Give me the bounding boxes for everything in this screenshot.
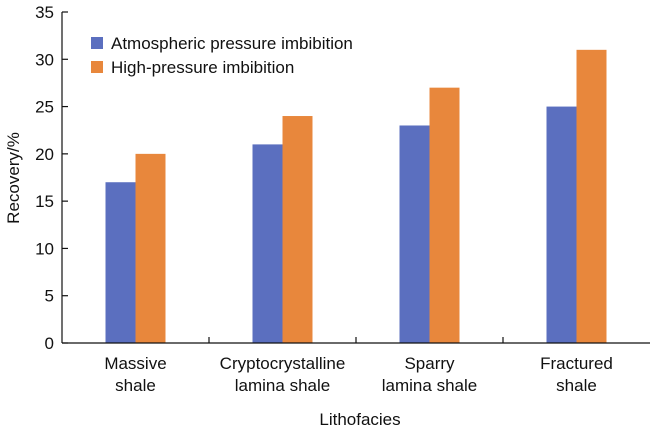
y-tick-label: 0 [45, 334, 54, 353]
x-tick-label: Sparry [404, 354, 455, 373]
x-tick-label: Cryptocrystalline [220, 354, 346, 373]
y-axis: 0 5 10 15 20 25 30 35 [35, 3, 68, 353]
x-axis-title: Lithofacies [319, 410, 400, 429]
y-tick-label: 5 [45, 287, 54, 306]
bar-high-pressure-3 [576, 49, 607, 343]
x-axis: Massive shale Cryptocrystalline lamina shal… [62, 337, 650, 395]
bar-atmospheric-3 [546, 106, 577, 343]
x-tick-label: lamina shale [235, 376, 330, 395]
x-tick-label: Fractured [540, 354, 613, 373]
bar-high-pressure-0 [135, 153, 166, 343]
bar-atmospheric-0 [105, 182, 136, 343]
y-tick-label: 25 [35, 98, 54, 117]
bar-high-pressure-2 [429, 87, 460, 344]
y-tick-label: 15 [35, 192, 54, 211]
x-tick-label: lamina shale [382, 376, 477, 395]
legend-label-atmospheric: Atmospheric pressure imbibition [111, 34, 353, 53]
legend-label-high-pressure: High-pressure imbibition [111, 58, 294, 77]
y-axis-title: Recovery/% [4, 132, 23, 224]
legend-swatch-atmospheric [91, 37, 103, 49]
bars [105, 49, 607, 344]
bar-atmospheric-1 [252, 144, 283, 343]
x-tick-label: shale [556, 376, 597, 395]
x-tick-label: Massive [104, 354, 166, 373]
y-tick-label: 30 [35, 50, 54, 69]
y-tick-label: 35 [35, 3, 54, 22]
y-tick-label: 10 [35, 239, 54, 258]
bar-atmospheric-2 [399, 125, 430, 343]
legend-swatch-high-pressure [91, 61, 103, 73]
bar-high-pressure-1 [282, 116, 313, 344]
y-tick-label: 20 [35, 145, 54, 164]
legend: Atmospheric pressure imbibition High-pre… [91, 34, 353, 77]
x-tick-label: shale [115, 376, 156, 395]
